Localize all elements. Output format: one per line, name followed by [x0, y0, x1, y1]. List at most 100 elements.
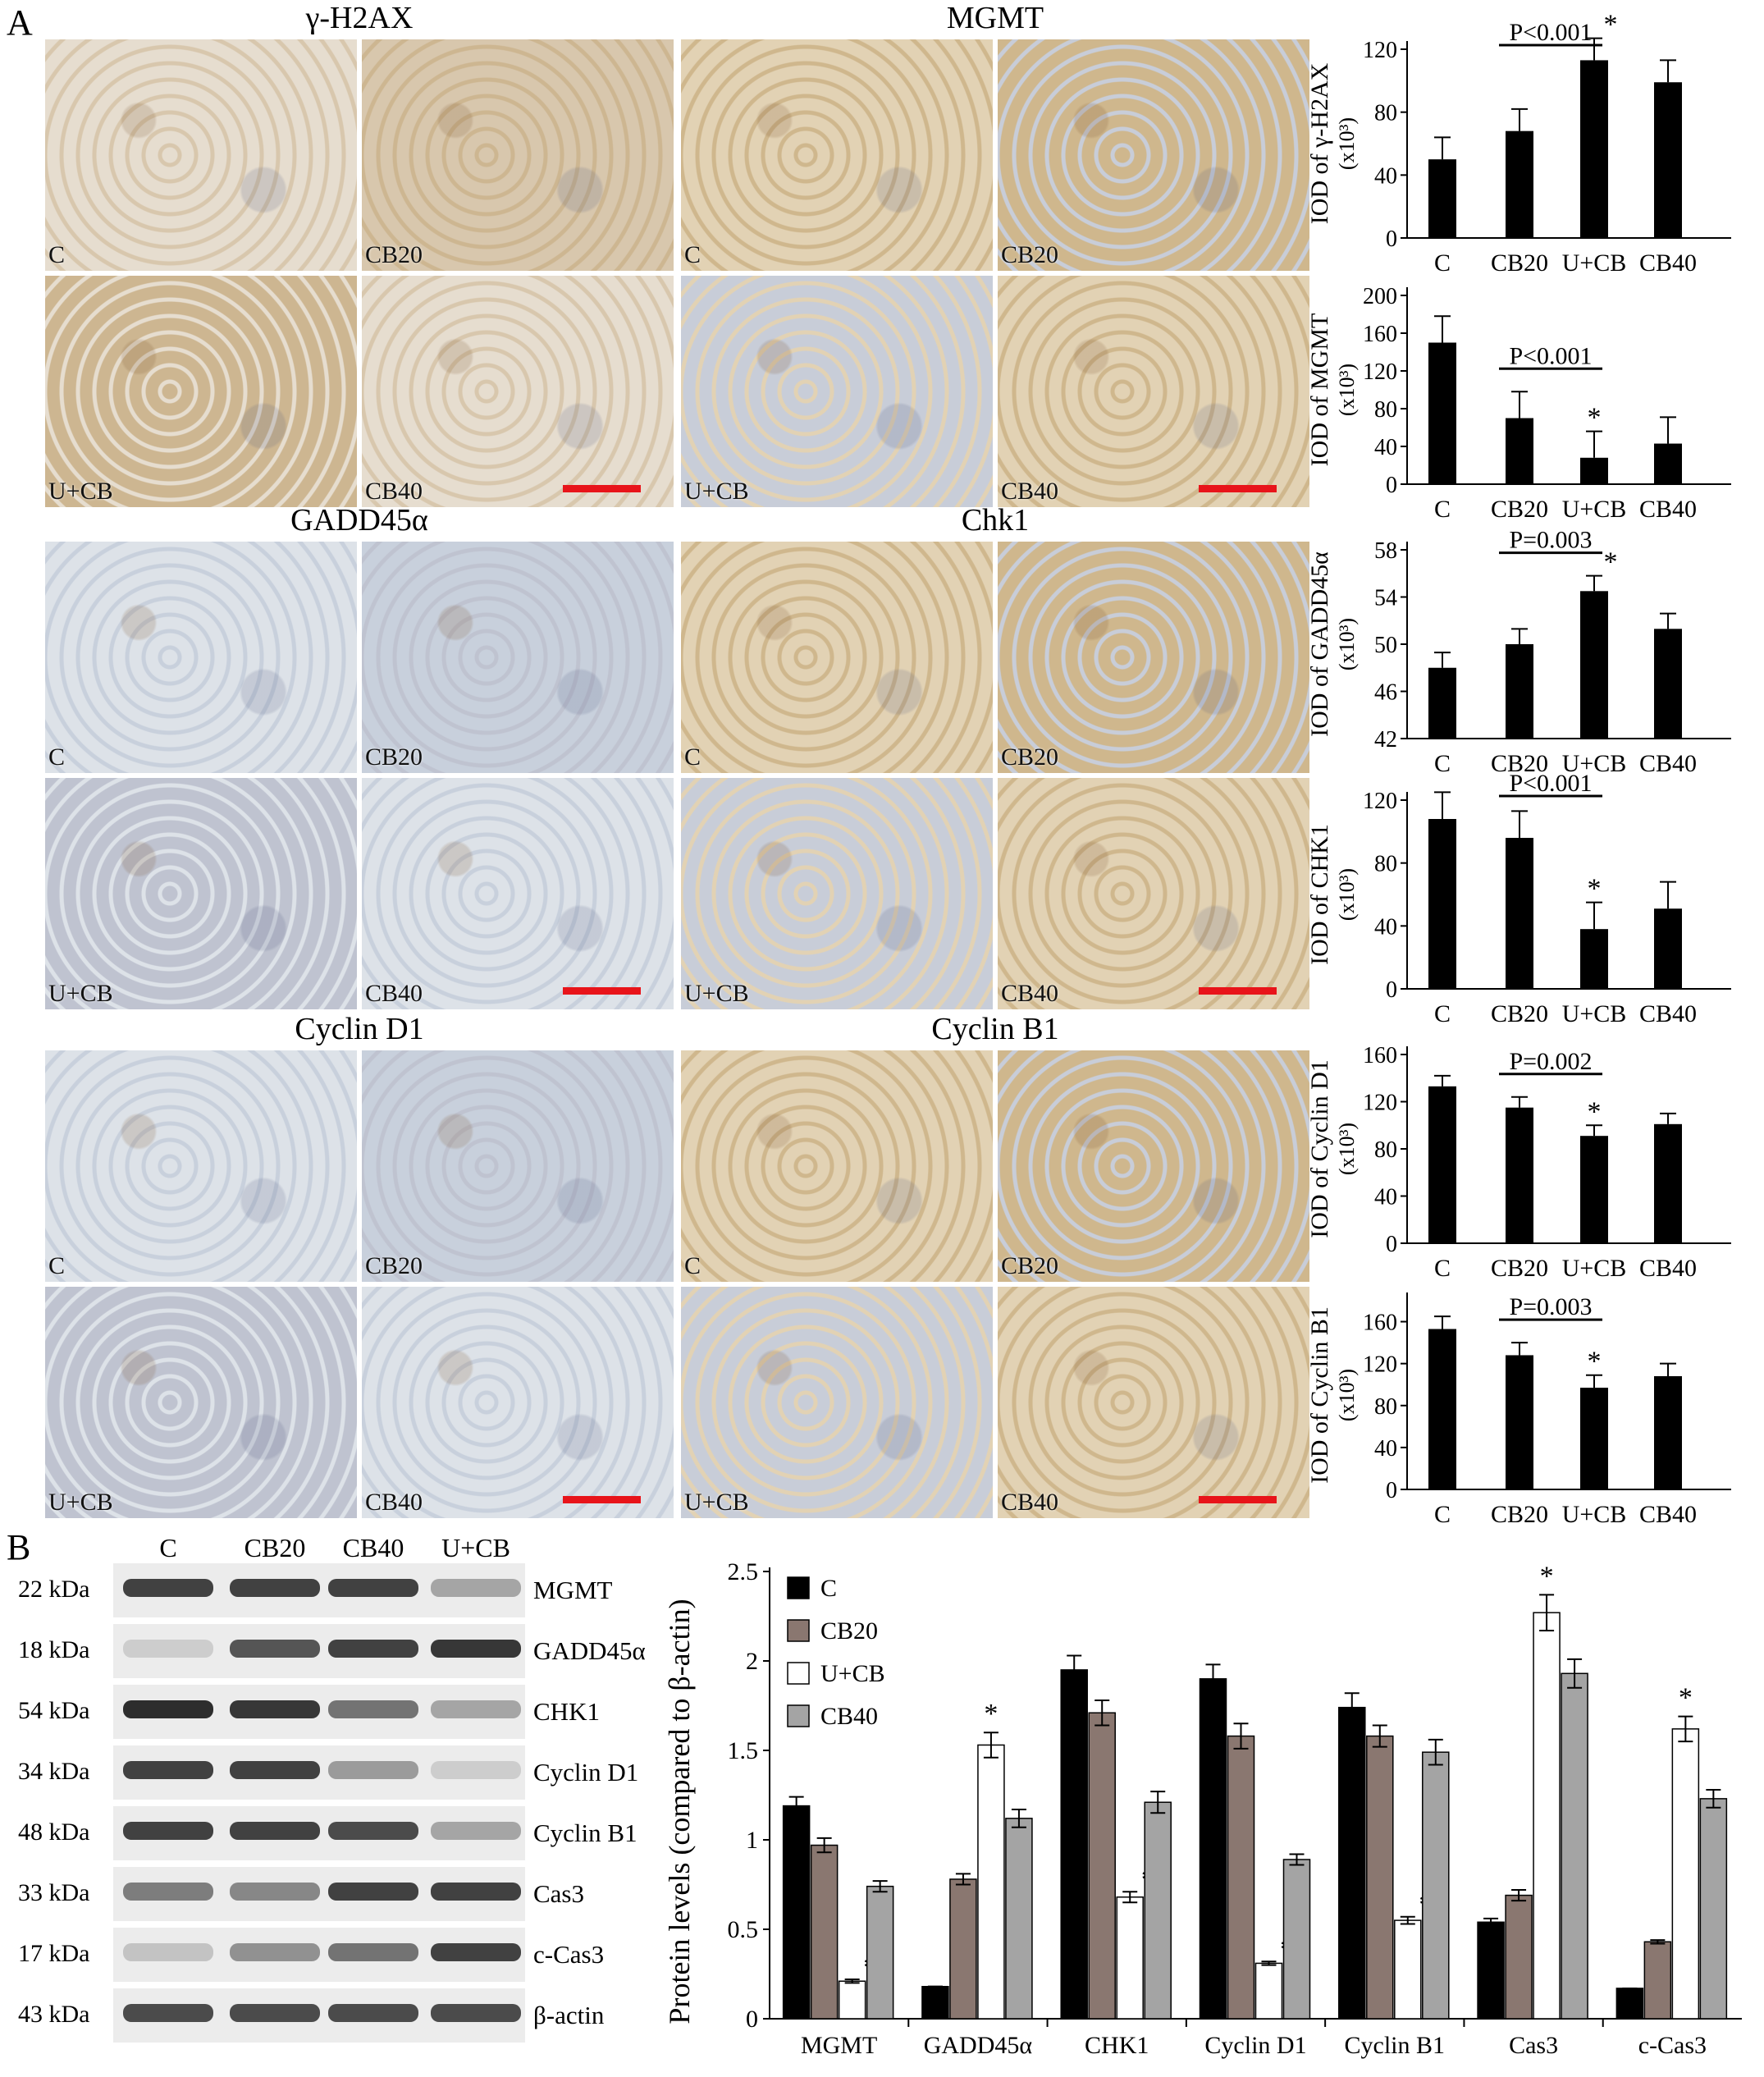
bar [1654, 443, 1682, 484]
bar [1428, 1086, 1456, 1243]
bar [1428, 1329, 1456, 1489]
tile-label: CB40 [1001, 478, 1059, 505]
tile-label: C [684, 1252, 701, 1279]
tile-label: CB40 [1001, 980, 1059, 1007]
blot-band [431, 1700, 521, 1718]
x-tick-label: Cyclin D1 [1204, 2032, 1306, 2059]
bar [1580, 929, 1608, 989]
significance-star: * [1588, 403, 1602, 433]
x-tick-label: CB20 [1491, 1000, 1548, 1027]
micrograph-tile: CB40 [362, 778, 674, 1009]
y-tick-label: 160 [1363, 1043, 1397, 1068]
kda-label: 22 kDa [18, 1576, 90, 1603]
blot-band [123, 1640, 213, 1658]
bar [1422, 1751, 1450, 2020]
y-tick-label: 1 [746, 1827, 758, 1854]
y-tick-label: 120 [1363, 359, 1397, 385]
x-tick-label: U+CB [1562, 496, 1627, 523]
blot-band [328, 1761, 418, 1779]
kda-label: 48 kDa [18, 1819, 90, 1846]
y-tick-label: 50 [1374, 633, 1397, 658]
y-tick-label: 0.5 [728, 1916, 759, 1943]
bar [1477, 1921, 1505, 2020]
bar [1615, 1988, 1644, 2020]
lane-header: CB20 [244, 1533, 306, 1562]
blot-band [123, 2004, 213, 2022]
blot-band [230, 1883, 320, 1901]
bar [1506, 644, 1533, 739]
blot-band [431, 1761, 521, 1779]
tile-label: CB20 [1001, 743, 1059, 771]
lane-header: CB40 [342, 1533, 404, 1562]
bar [1366, 1735, 1394, 2020]
x-tick-label: Cyclin B1 [1345, 2032, 1446, 2059]
y-tick-label: 40 [1374, 435, 1397, 460]
bar [1654, 1123, 1682, 1243]
micrograph-tile: U+CB [681, 778, 993, 1009]
x-tick-label: C [1434, 249, 1451, 277]
x-tick-label: U+CB [1562, 1501, 1627, 1528]
x-tick-label: U+CB [1562, 1255, 1627, 1282]
y-axis-unit: (x10³) [1335, 117, 1359, 170]
significance-star: * [1679, 1683, 1693, 1713]
y-tick-label: 0 [1386, 473, 1397, 498]
legend-label: CB20 [820, 1617, 878, 1645]
micrograph-title: Cyclin D1 [295, 1012, 424, 1046]
legend-label: C [820, 1575, 837, 1602]
y-axis-label: IOD of γ-H2AX [1306, 62, 1333, 224]
protein-levels-chart: 0 0.5 1 1.5 2 2.5 Protein levels (compared to … [665, 1558, 1742, 2059]
tile-label: U+CB [684, 980, 749, 1007]
x-tick-label: C [1434, 496, 1451, 523]
bar [1580, 1388, 1608, 1489]
bar [1005, 1818, 1033, 2020]
protein-label: Cas3 [533, 1879, 584, 1908]
blot-band [230, 1761, 320, 1779]
y-tick-label: 160 [1363, 1311, 1397, 1336]
x-tick-label: C [1434, 1000, 1451, 1027]
tile-label: C [48, 743, 66, 771]
tile-label: U+CB [684, 1489, 749, 1516]
x-tick-label: CB20 [1491, 249, 1548, 277]
x-tick-label: MGMT [801, 2032, 877, 2059]
bar [1506, 130, 1533, 238]
y-tick-label: 0 [1386, 226, 1397, 252]
p-value-annotation: P=0.003 [1509, 527, 1592, 554]
x-tick-label: GADD45α [924, 2032, 1033, 2059]
blot-band [230, 1943, 320, 1961]
y-axis-label: IOD of MGMT [1306, 313, 1333, 467]
p-value-annotation: P=0.003 [1509, 1293, 1592, 1320]
panel-label-a: A [7, 2, 33, 43]
kda-label: 33 kDa [18, 1879, 90, 1906]
bar [921, 1986, 949, 2020]
blot-band [230, 1822, 320, 1840]
y-tick-label: 1.5 [728, 1737, 759, 1764]
y-tick-label: 0 [1386, 977, 1397, 1003]
scale-bar [1199, 1496, 1277, 1503]
bar [1060, 1669, 1088, 2020]
micrograph-tile: CB20 [998, 542, 1309, 773]
y-tick-label: 40 [1374, 1185, 1397, 1210]
protein-label: Cyclin D1 [533, 1758, 639, 1786]
bar [1699, 1798, 1728, 2020]
y-tick-label: 58 [1374, 538, 1397, 564]
panel-label-b: B [7, 1527, 31, 1567]
bar [1088, 1712, 1116, 2020]
tile-label: U+CB [48, 1489, 113, 1516]
micrograph-tile: U+CB [681, 276, 993, 507]
legend-label: U+CB [820, 1660, 885, 1687]
scale-bar [563, 987, 641, 995]
bar [1506, 1355, 1533, 1489]
y-axis-label: IOD of GADD45α [1306, 551, 1333, 737]
y-tick-label: 54 [1374, 586, 1397, 611]
kda-label: 54 kDa [18, 1697, 90, 1724]
x-tick-label: CB40 [1639, 750, 1697, 777]
legend-label: CB40 [820, 1703, 878, 1730]
bar [866, 1885, 894, 2020]
y-tick-label: 2 [746, 1648, 758, 1675]
bar [1428, 819, 1456, 989]
x-tick-label: Cas3 [1509, 2032, 1558, 2059]
bar [1144, 1801, 1172, 2020]
significance-star: * [1588, 874, 1602, 904]
micrograph-tile: CB40 [998, 778, 1309, 1009]
micrograph-tile: C [681, 542, 993, 773]
